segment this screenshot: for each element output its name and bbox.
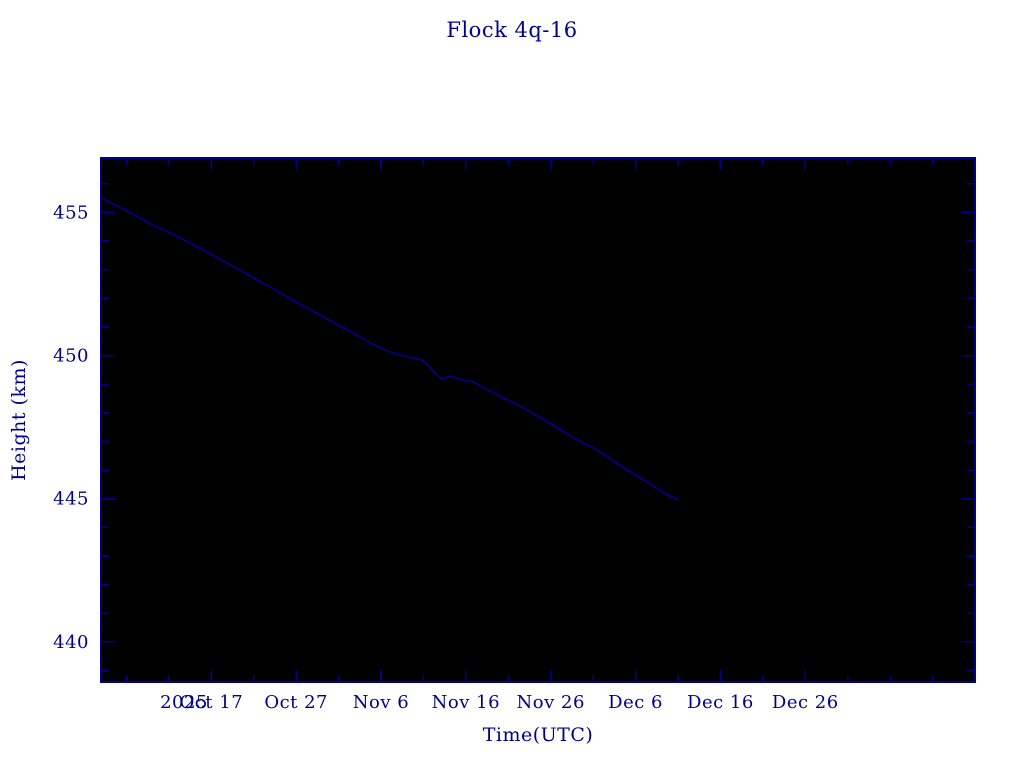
y-tick-label: 440 bbox=[53, 632, 89, 653]
data-series-line bbox=[100, 195, 679, 501]
x-tick-label: Dec 16 bbox=[687, 692, 754, 713]
y-axis-title: Height (km) bbox=[8, 359, 30, 481]
y-axis-major-ticks bbox=[101, 211, 975, 643]
plot-frame bbox=[100, 157, 976, 683]
page-title: Flock 4q-16 bbox=[446, 18, 577, 42]
x-axis-major-ticks bbox=[210, 158, 807, 682]
x-tick-label: Oct 27 bbox=[264, 692, 328, 713]
y-tick-label: 450 bbox=[53, 346, 89, 367]
y-axis-minor-ticks bbox=[101, 182, 975, 672]
x-tick-label: Nov 6 bbox=[353, 692, 409, 713]
y-axis-tick-labels: 455 450 445 440 bbox=[53, 202, 89, 653]
x-tick-label: Dec 26 bbox=[772, 692, 839, 713]
x-tick-label: Nov 16 bbox=[432, 692, 500, 713]
x-axis-title: Time(UTC) bbox=[483, 724, 594, 746]
y-tick-label: 445 bbox=[53, 489, 89, 510]
x-tick-label: Nov 26 bbox=[517, 692, 585, 713]
y-tick-label: 455 bbox=[53, 202, 89, 223]
x-axis-tick-labels: Oct 17 Oct 27 Nov 6 Nov 16 Nov 26 Dec 6 Dec 16… bbox=[179, 692, 838, 713]
x-axis-minor-ticks bbox=[125, 158, 934, 682]
x-axis-year-label: 2025 bbox=[160, 692, 208, 713]
x-tick-label: Oct 17 bbox=[179, 692, 243, 713]
x-tick-label: Dec 6 bbox=[608, 692, 663, 713]
